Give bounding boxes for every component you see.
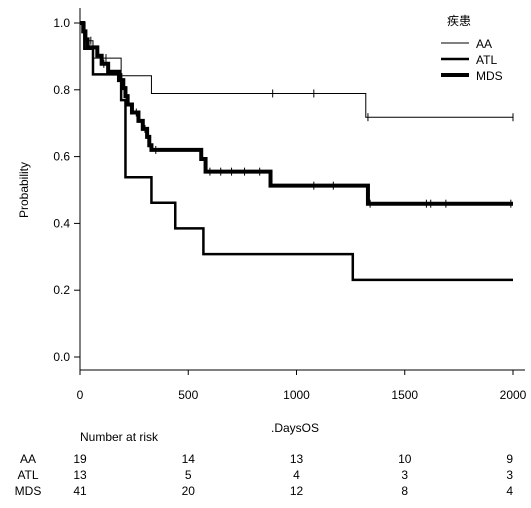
risk-count: 10 [398,452,412,466]
km-curve-aa [80,22,513,118]
risk-count: 3 [401,468,408,482]
risk-count: 8 [401,484,408,498]
y-tick-label: 0.6 [53,150,70,164]
x-tick-label: 0 [77,388,84,402]
risk-count: 13 [290,452,304,466]
series-atl [80,21,513,282]
risk-count: 9 [506,452,513,466]
risk-row-label: AA [20,452,36,466]
risk-count: 3 [506,468,513,482]
risk-count: 4 [506,484,513,498]
km-curve-atl [80,21,513,282]
risk-count: 14 [182,452,196,466]
risk-count: 20 [182,484,196,498]
y-tick-label: 0.8 [53,83,70,97]
risk-count: 13 [73,468,87,482]
y-tick-label: 0.2 [53,283,70,297]
risk-row-label: MDS [15,484,42,498]
legend-label: ATL [476,53,497,67]
risk-count: 12 [290,484,304,498]
y-tick-label: 0.4 [53,216,70,230]
series-aa [80,22,514,122]
legend-label: AA [476,37,492,51]
legend-title: 疾患 [447,13,471,28]
y-tick-label: 0.0 [53,350,70,364]
risk-count: 41 [73,484,87,498]
x-axis-label: .DaysOS [271,421,319,435]
legend: 疾患 AA ATL MDS [441,13,503,83]
x-axis: 0 500 1000 1500 2000 [77,370,527,402]
y-axis-label: Probability [17,162,31,218]
risk-count: 5 [185,468,192,482]
risk-table-header: Number at risk [80,430,159,444]
plot-frame [79,8,525,371]
x-tick-label: 1500 [391,388,418,402]
risk-count: 4 [293,468,300,482]
risk-count: 19 [73,452,87,466]
x-tick-label: 1000 [283,388,310,402]
x-tick-label: 500 [178,388,198,402]
y-tick-label: 1.0 [53,16,70,30]
km-curve-mds [80,21,513,206]
x-tick-label: 2000 [500,388,527,402]
y-axis: 0.0 0.2 0.4 0.6 0.8 1.0 [53,16,80,364]
series-mds [80,21,513,208]
risk-row-label: ATL [17,468,38,482]
legend-label: MDS [476,69,503,83]
series-layer [80,21,514,282]
